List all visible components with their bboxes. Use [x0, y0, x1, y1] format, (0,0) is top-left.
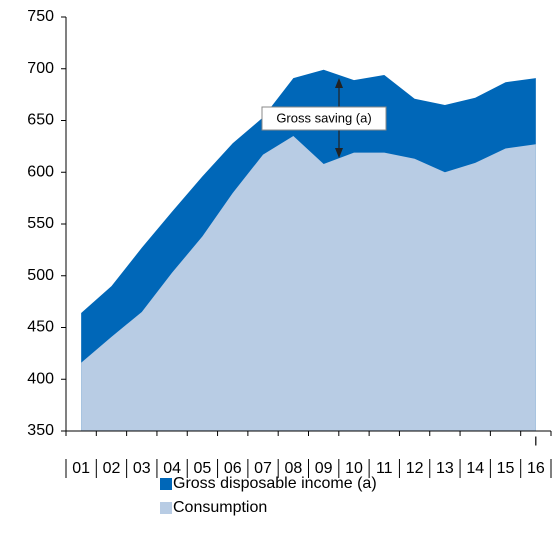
- annotation: Gross saving (a): [276, 110, 371, 125]
- annotation-box: [261, 106, 387, 131]
- y-tick-label: 550: [27, 215, 54, 232]
- x-tick-label: 01: [72, 460, 90, 477]
- y-tick-label: 600: [27, 163, 54, 180]
- y-tick-label: 400: [27, 370, 54, 387]
- x-tick-label: 06: [224, 460, 242, 477]
- legend-label: Consumption: [173, 499, 267, 516]
- x-tick-label: 11: [376, 460, 393, 477]
- x-tick-label: 15: [497, 460, 515, 477]
- legend-label: Gross disposable income (a): [173, 475, 377, 492]
- period-label: I: [534, 433, 538, 448]
- y-tick-label: 650: [27, 112, 54, 129]
- area: [81, 136, 536, 431]
- y-tick-label: 750: [27, 8, 54, 25]
- x-tick-label: 07: [254, 460, 272, 477]
- x-tick-label: 03: [133, 460, 151, 477]
- arrow-head: [335, 78, 343, 88]
- x-tick-label: 13: [436, 460, 454, 477]
- arrow-head: [335, 148, 343, 158]
- legend-swatch: [160, 478, 172, 490]
- x-tick-label: 08: [284, 460, 302, 477]
- x-tick-label: 14: [466, 460, 484, 477]
- x-tick-label: 02: [103, 460, 121, 477]
- x-tick-label: 09: [315, 460, 333, 477]
- y-tick-label: 700: [27, 60, 54, 77]
- y-tick-label: 450: [27, 319, 54, 336]
- legend-swatch: [160, 502, 172, 514]
- y-tick-label: 500: [27, 267, 54, 284]
- x-tick-label: 04: [163, 460, 181, 477]
- x-tick-label: 12: [406, 460, 424, 477]
- x-tick-label: 16: [527, 460, 545, 477]
- x-tick-label: 10: [345, 460, 363, 477]
- x-tick-label: 05: [194, 460, 212, 477]
- y-tick-label: 350: [27, 422, 54, 439]
